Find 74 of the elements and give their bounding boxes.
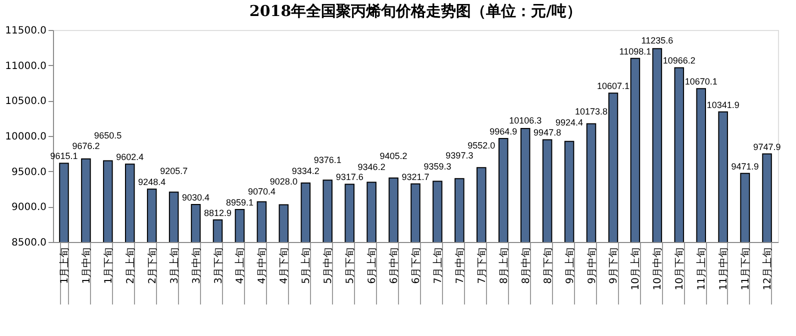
x-tick-label: 8月中旬 (520, 248, 532, 284)
x-tick-label: 2月下旬 (146, 248, 158, 284)
x-tick-label: 2月上旬 (124, 248, 136, 284)
x-tick-label: 11月下旬 (740, 248, 752, 290)
data-label: 8812.9 (204, 208, 232, 218)
x-tick-label: 6月上旬 (366, 248, 378, 284)
data-label: 9602.4 (116, 152, 144, 162)
y-tick-label: 10000.0 (5, 132, 46, 142)
data-label: 9321.7 (402, 172, 430, 182)
x-tick-label: 5月上旬 (300, 248, 312, 284)
x-tick-label: 8月下旬 (542, 248, 554, 284)
data-label: 9070.4 (248, 186, 276, 197)
data-label: 9334.2 (292, 166, 320, 176)
x-tick-label: 1月中旬 (80, 248, 92, 284)
data-label: 10341.9 (706, 100, 740, 110)
data-label: 9346.2 (358, 162, 386, 172)
data-label: 9552.0 (468, 140, 496, 151)
x-tick-label: 10月上旬 (630, 248, 642, 290)
x-tick-label: 5月下旬 (344, 248, 356, 284)
x-tick-label: 11月中旬 (718, 248, 730, 290)
x-tick-label: 8月上旬 (498, 248, 510, 284)
x-tick-label: 10月下旬 (674, 248, 686, 290)
data-label: 11098.1 (619, 46, 652, 56)
data-label: 9030.4 (182, 192, 210, 203)
data-label: 9205.7 (160, 166, 188, 176)
data-label: 9615.1 (50, 151, 78, 162)
data-label: 10173.8 (574, 106, 608, 117)
x-tick-label: 6月中旬 (388, 248, 400, 284)
x-tick-label: 7月上旬 (432, 248, 444, 284)
x-tick-label: 12月上旬 (762, 248, 774, 290)
data-label: 10966.2 (662, 56, 696, 66)
y-tick-label: 10500.0 (5, 96, 46, 108)
data-label: 9397.3 (446, 150, 474, 161)
y-tick-label: 9000.0 (12, 202, 46, 214)
x-tick-label: 1月上旬 (58, 248, 70, 284)
x-tick-label: 6月下旬 (410, 248, 422, 284)
x-tick-label: 9月上旬 (564, 248, 576, 284)
data-label: 10607.1 (596, 81, 630, 92)
x-tick-label: 4月下旬 (278, 248, 290, 284)
data-label: 9650.5 (94, 130, 122, 141)
x-tick-label: 7月中旬 (454, 248, 466, 284)
y-tick-label: 9500.0 (12, 166, 46, 178)
x-tick-label: 3月上旬 (168, 248, 180, 284)
data-label: 11235.6 (641, 36, 674, 46)
data-label: 9376.1 (314, 155, 342, 166)
x-tick-label: 4月上旬 (234, 248, 246, 284)
x-tick-label: 9月下旬 (608, 248, 620, 284)
data-label: 9747.9 (753, 142, 781, 152)
data-label: 9471.9 (731, 161, 759, 172)
data-label: 9359.3 (424, 161, 452, 172)
data-label: 9924.4 (556, 117, 584, 128)
x-tick-label: 9月中旬 (586, 248, 598, 284)
x-tick-label: 3月中旬 (190, 248, 202, 284)
x-tick-label: 7月下旬 (476, 248, 488, 284)
data-label: 9028.0 (270, 176, 298, 187)
data-label: 10670.1 (684, 76, 718, 87)
data-label: 9248.4 (138, 177, 166, 188)
data-label: 10106.3 (509, 115, 542, 126)
x-tick-label: 11月上旬 (696, 248, 708, 290)
y-tick-label: 11000.0 (5, 60, 46, 72)
data-label: 9405.2 (380, 151, 408, 162)
y-tick-label: 11500.0 (5, 26, 46, 36)
y-tick-label: 8500.0 (12, 238, 46, 248)
x-tick-label: 4月中旬 (256, 248, 268, 284)
data-label: 9676.2 (72, 140, 100, 151)
x-tick-label: 3月下旬 (212, 248, 224, 284)
x-tick-label: 10月中旬 (652, 248, 664, 290)
data-label: 9947.8 (534, 128, 562, 138)
data-label: 9317.6 (336, 172, 364, 182)
chart-title: 2018年全国聚丙烯旬价格走势图（单位：元/吨） (249, 2, 582, 20)
data-label: 9964.9 (490, 126, 518, 136)
data-label: 8959.1 (226, 198, 254, 208)
x-tick-label: 1月下旬 (102, 248, 114, 284)
x-tick-label: 5月中旬 (322, 248, 334, 284)
